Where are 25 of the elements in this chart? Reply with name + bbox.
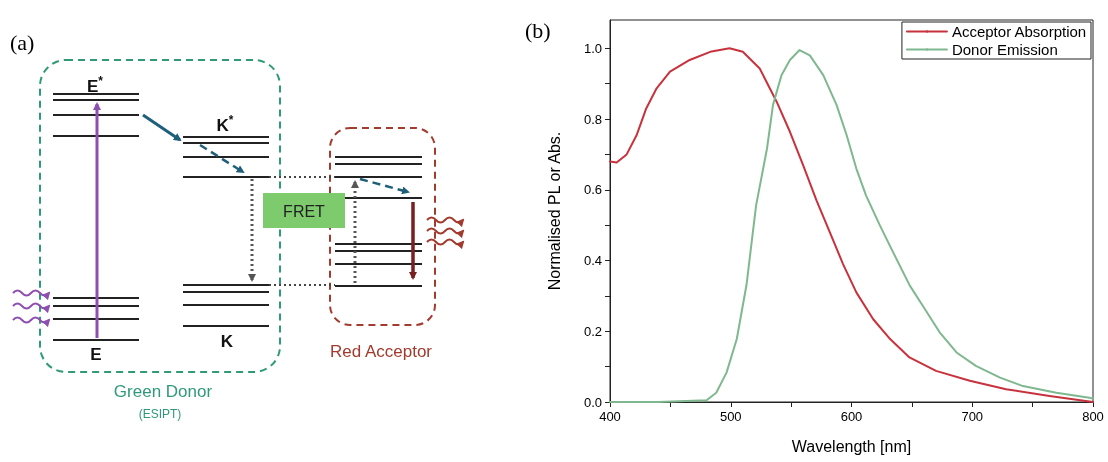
text: E$^{*}$ xyxy=(87,74,104,96)
text: (a) xyxy=(10,30,35,55)
text: Red Acceptor xyxy=(329,342,433,361)
y-tick-label: 0.4 xyxy=(583,253,602,269)
x-tick-label: 400 xyxy=(599,409,621,424)
chart-title: (b) xyxy=(525,17,551,43)
x-tick-label: 500 xyxy=(719,409,742,424)
x-tick-label: 800 xyxy=(1082,409,1104,424)
text: K xyxy=(220,332,234,351)
text: (ESIPT) xyxy=(138,407,182,421)
y-axis-title: Normalised PL or Abs. xyxy=(545,131,563,291)
text: FRET xyxy=(283,203,326,220)
y-tick-label: 1.0 xyxy=(583,40,602,56)
y-tick-label: 0.6 xyxy=(583,182,602,198)
y-tick-label: 0.8 xyxy=(583,111,602,127)
x-tick-label: 700 xyxy=(961,409,984,424)
x-axis-title: Wavelength [nm] xyxy=(791,437,912,455)
legend-label: Acceptor Absorption xyxy=(951,23,1087,40)
legend-label: Donor Emission xyxy=(951,41,1058,58)
y-tick-label: 0.0 xyxy=(583,394,602,410)
y-tick-label: 0.2 xyxy=(583,323,602,339)
text: E xyxy=(90,345,102,364)
text: Green Donor xyxy=(113,382,213,401)
x-tick-label: 600 xyxy=(840,409,863,424)
text: K$^{*}$ xyxy=(216,113,234,135)
